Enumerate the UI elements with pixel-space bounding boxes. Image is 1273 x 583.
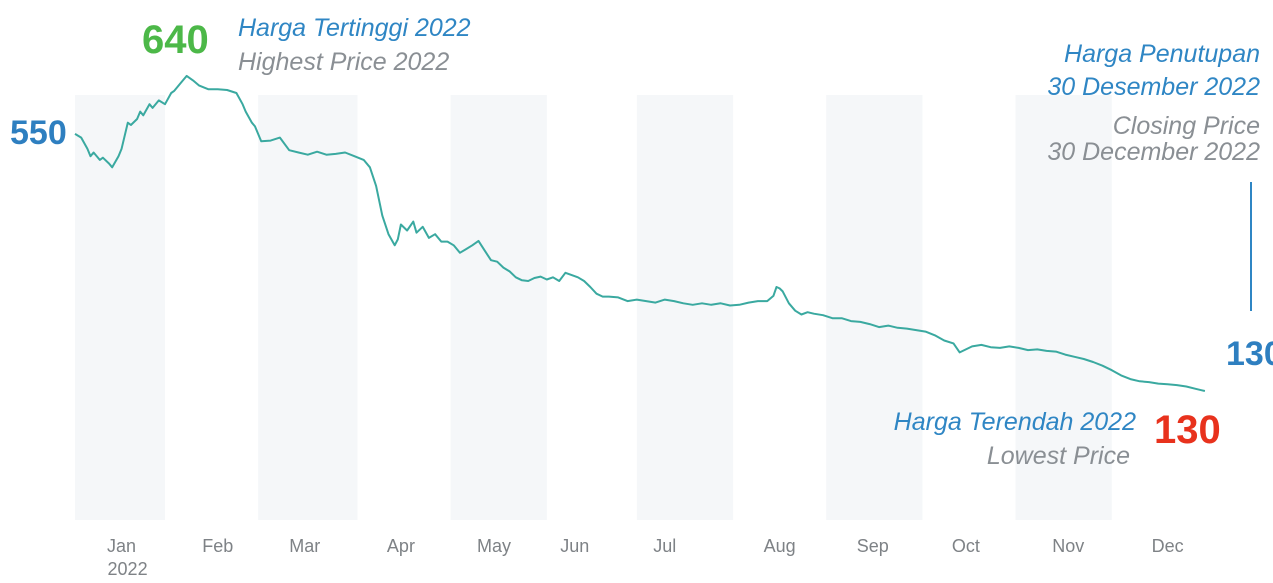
price-series (74, 74, 1206, 392)
x-tick-label: Aug (764, 536, 796, 556)
closing-price-label-en-1: Closing Price (1113, 112, 1260, 140)
month-band (636, 95, 734, 520)
closing-price-label-en-2: 30 December 2022 (1047, 138, 1260, 166)
month-band (826, 95, 923, 520)
x-tick-label: Apr (387, 536, 415, 556)
x-tick-label: Mar (289, 536, 320, 556)
price-line (74, 74, 1206, 392)
closing-price-label-id-2: 30 Desember 2022 (1047, 73, 1260, 101)
closing-price-value: 130 (1226, 335, 1273, 373)
x-tick-label: Jun (560, 536, 589, 556)
lowest-price-value: 130 (1154, 408, 1221, 452)
x-tick-label: Feb (202, 536, 233, 556)
month-band (450, 95, 547, 520)
highest-price-value: 640 (142, 18, 209, 62)
highest-price-label-id: Harga Tertinggi 2022 (238, 14, 471, 42)
month-band (1015, 95, 1112, 520)
x-axis-ticks: Jan 2022 Feb Mar Apr May Jun Jul Aug Sep Oct Nov Dec (107, 536, 1184, 579)
x-tick-year-label: 2022 (108, 559, 148, 578)
month-band (75, 95, 166, 520)
lowest-price-label-en: Lowest Price (987, 442, 1130, 470)
x-tick-label: Jul (653, 536, 676, 556)
x-tick-label: Jan (107, 536, 136, 556)
month-band (258, 95, 358, 520)
month-bands (75, 95, 1112, 520)
x-tick-label: Sep (857, 536, 889, 556)
x-tick-label: Nov (1052, 536, 1084, 556)
x-tick-label: May (477, 536, 511, 556)
highest-price-label-en: Highest Price 2022 (238, 48, 449, 76)
start-price-value: 550 (10, 114, 67, 152)
x-tick-label: Dec (1152, 536, 1184, 556)
x-tick-label: Oct (952, 536, 980, 556)
lowest-price-label-id: Harga Terendah 2022 (894, 408, 1136, 436)
closing-price-label-id-1: Harga Penutupan (1064, 40, 1260, 68)
